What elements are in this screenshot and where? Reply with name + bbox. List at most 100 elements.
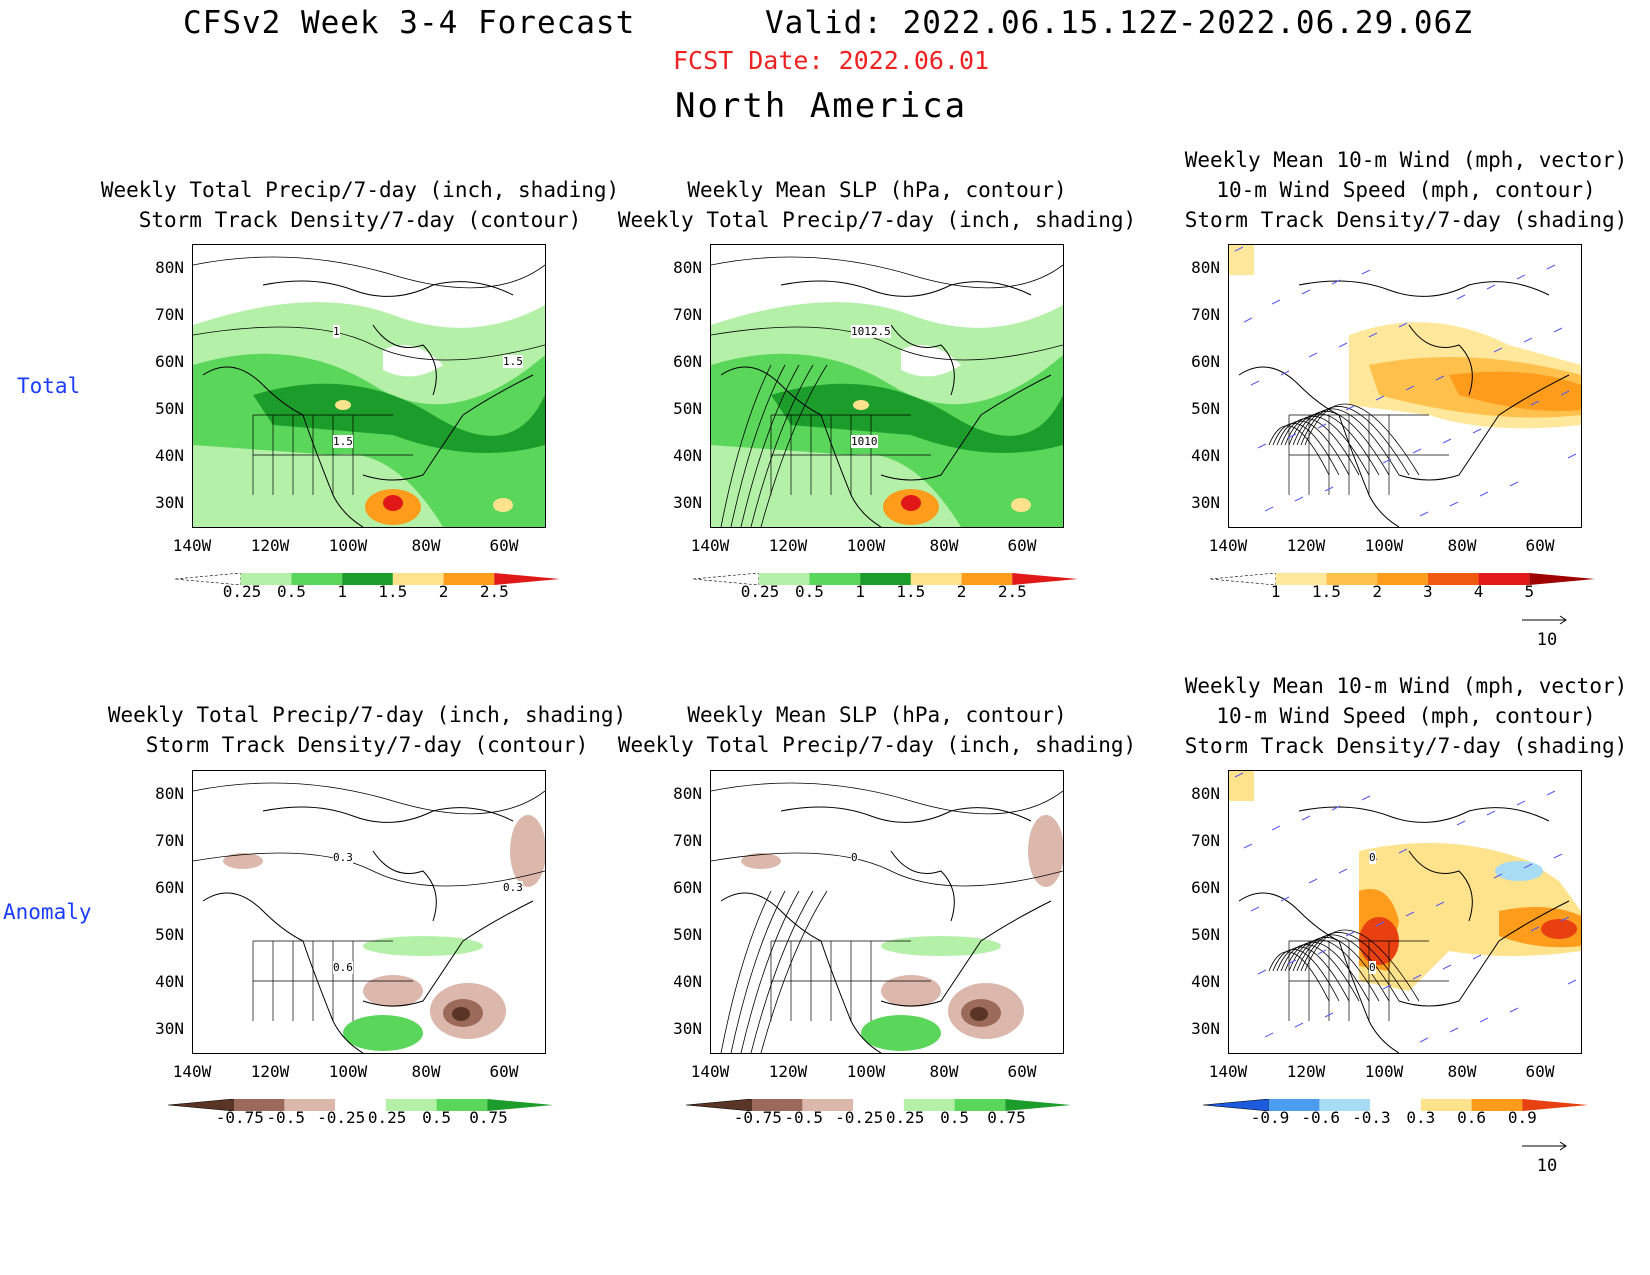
colorbar-total-precip: 0.25 0.5 1 1.5 2 2.5 xyxy=(174,570,560,602)
colorbar-label: 0.6 xyxy=(1457,1108,1487,1127)
colorbar-anom-slp: -0.75 -0.5 -0.25 0.25 0.5 0.75 xyxy=(685,1096,1071,1128)
colorbar-label: 0.25 xyxy=(885,1108,925,1127)
lon-tick-label: 60W xyxy=(1525,536,1555,555)
panel-title-line: Weekly Mean 10-m Wind (mph, vector) xyxy=(1184,674,1628,698)
colorbar-label: -0.3 xyxy=(1352,1108,1391,1127)
lon-tick-label: 60W xyxy=(1007,536,1037,555)
contour-label: 1010 xyxy=(851,435,878,448)
colorbar-label: 1 xyxy=(855,582,865,601)
colorbar-label: 0.3 xyxy=(1406,1108,1436,1127)
contour-label: 1.5 xyxy=(503,355,523,368)
lat-tick-label: 80N xyxy=(1191,258,1220,277)
lon-tick-label: 140W xyxy=(690,536,730,555)
panel-title-line: 10-m Wind Speed (mph, contour) xyxy=(1216,704,1596,728)
lon-tick-label: 60W xyxy=(489,536,519,555)
lon-tick-label: 100W xyxy=(328,536,368,555)
map-total-wind xyxy=(1228,244,1582,528)
region-title: North America xyxy=(675,86,968,126)
contour-label: 0.3 xyxy=(333,851,353,864)
forecast-date: FCST Date: 2022.06.01 xyxy=(673,46,990,75)
lat-tick-label: 40N xyxy=(673,446,702,465)
lon-tick-label: 60W xyxy=(489,1062,519,1081)
lon-tick-label: 60W xyxy=(1007,1062,1037,1081)
colorbar-label: 0.75 xyxy=(987,1108,1026,1127)
colorbar-label: 0.5 xyxy=(940,1108,970,1127)
colorbar-anom-wind: -0.9 -0.6 -0.3 0.3 0.6 0.9 xyxy=(1202,1096,1588,1128)
contour-label: 0.3 xyxy=(503,881,523,894)
colorbar-label: 2 xyxy=(1372,582,1382,601)
lat-tick-label: 70N xyxy=(673,831,702,850)
lon-tick-label: 80W xyxy=(929,1062,959,1081)
lat-tick-label: 40N xyxy=(155,446,184,465)
lat-tick-label: 80N xyxy=(155,784,184,803)
colorbar-label: -0.25 xyxy=(317,1108,366,1127)
colorbar-label: 0.5 xyxy=(794,582,824,601)
lat-tick-label: 80N xyxy=(673,784,702,803)
lat-tick-label: 60N xyxy=(155,352,184,371)
lon-tick-label: 120W xyxy=(1286,536,1326,555)
panel-title-line: Storm Track Density/7-day (shading) xyxy=(1184,734,1628,758)
colorbar-label: 1.5 xyxy=(1311,582,1341,601)
colorbar-label: 1.5 xyxy=(896,582,926,601)
lat-tick-label: 30N xyxy=(1191,493,1220,512)
forecast-title: CFSv2 Week 3-4 Forecast xyxy=(183,5,636,41)
vector-reference-label: 10 xyxy=(1536,1156,1558,1176)
colorbar-label: -0.25 xyxy=(835,1108,884,1127)
colorbar-label: 0.75 xyxy=(469,1108,508,1127)
map-total-precip: 1 1.5 1.5 xyxy=(192,244,546,528)
map-total-slp: 1012.5 1010 xyxy=(710,244,1064,528)
lat-tick-label: 80N xyxy=(673,258,702,277)
map-anom-precip: 0.3 0.6 0.3 xyxy=(192,770,546,1054)
vector-reference: 10 xyxy=(1522,1136,1572,1176)
contour-label: 0 xyxy=(1369,851,1376,864)
lat-tick-label: 30N xyxy=(155,1019,184,1038)
lat-tick-label: 40N xyxy=(155,972,184,991)
vector-reference-label: 10 xyxy=(1536,630,1558,650)
lon-tick-label: 120W xyxy=(1286,1062,1326,1081)
panel-title-line: Storm Track Density/7-day (contour) xyxy=(145,733,589,757)
lon-tick-label: 140W xyxy=(1208,1062,1248,1081)
contour-label: 0.6 xyxy=(333,961,353,974)
colorbar-label: -0.75 xyxy=(215,1108,264,1127)
colorbar-label: 0.9 xyxy=(1507,1108,1537,1127)
row-label-anomaly: Anomaly xyxy=(3,900,92,924)
contour-label: 1.5 xyxy=(333,435,353,448)
panel-title-line: Weekly Mean SLP (hPa, contour) xyxy=(687,178,1067,202)
lat-tick-label: 60N xyxy=(673,878,702,897)
valid-period: Valid: 2022.06.15.12Z-2022.06.29.06Z xyxy=(765,5,1473,41)
colorbar-label: 4 xyxy=(1473,582,1484,601)
colorbar-label: 0.25 xyxy=(222,582,262,601)
lon-tick-label: 80W xyxy=(411,1062,441,1081)
lon-tick-label: 120W xyxy=(768,1062,808,1081)
contour-label: 1 xyxy=(333,325,340,338)
panel-title-line: Weekly Total Precip/7-day (inch, shading… xyxy=(617,733,1137,757)
panel-title-line: Weekly Mean SLP (hPa, contour) xyxy=(687,703,1067,727)
lon-tick-label: 100W xyxy=(328,1062,368,1081)
colorbar-label: -0.5 xyxy=(266,1108,305,1127)
colorbar-total-wind: 1 1.5 2 3 4 5 xyxy=(1209,570,1595,602)
lat-tick-label: 50N xyxy=(673,925,702,944)
lon-tick-label: 120W xyxy=(768,536,808,555)
lat-tick-label: 70N xyxy=(1191,831,1220,850)
lon-tick-label: 140W xyxy=(172,536,212,555)
panel-title-line: Storm Track Density/7-day (contour) xyxy=(138,208,582,232)
colorbar-label: 0.25 xyxy=(740,582,780,601)
lat-tick-label: 80N xyxy=(155,258,184,277)
lon-tick-label: 120W xyxy=(250,536,290,555)
colorbar-label: 2 xyxy=(438,582,449,601)
lon-tick-label: 120W xyxy=(250,1062,290,1081)
colorbar-label: 0.5 xyxy=(276,582,306,601)
panel-title-anom-wind: Weekly Mean 10-m Wind (mph, vector) 10-m … xyxy=(1106,671,1650,761)
colorbar-label: -0.9 xyxy=(1250,1108,1290,1127)
colorbar-label: 1.5 xyxy=(378,582,408,601)
colorbar-label: -0.75 xyxy=(733,1108,782,1127)
map-anom-slp: 0 xyxy=(710,770,1064,1054)
contour-label: 1012.5 xyxy=(851,325,891,338)
lat-tick-label: 70N xyxy=(1191,305,1220,324)
colorbar-label: 2.5 xyxy=(997,582,1027,601)
lon-tick-label: 100W xyxy=(846,536,886,555)
lat-tick-label: 60N xyxy=(155,878,184,897)
lon-tick-label: 100W xyxy=(1364,536,1404,555)
colorbar-label: 5 xyxy=(1524,582,1535,601)
lat-tick-label: 30N xyxy=(673,493,702,512)
